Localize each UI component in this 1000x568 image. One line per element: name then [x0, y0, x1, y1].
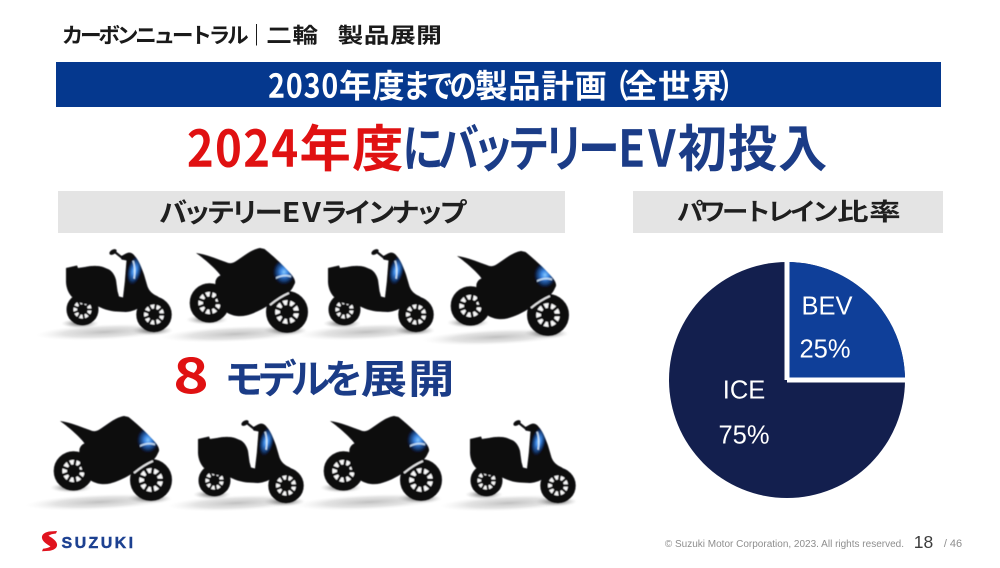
svg-text:BEV: BEV [801, 293, 852, 321]
svg-text:SUZUKI: SUZUKI [62, 535, 136, 552]
svg-text:© Suzuki Motor Corporation, 20: © Suzuki Motor Corporation, 2023. All ri… [665, 539, 904, 550]
svg-text:75%: 75% [718, 422, 769, 450]
svg-text:ICE: ICE [723, 377, 766, 405]
svg-text:25%: 25% [799, 336, 850, 364]
svg-text:18: 18 [914, 532, 933, 552]
svg-text:/ 46: / 46 [944, 538, 962, 550]
